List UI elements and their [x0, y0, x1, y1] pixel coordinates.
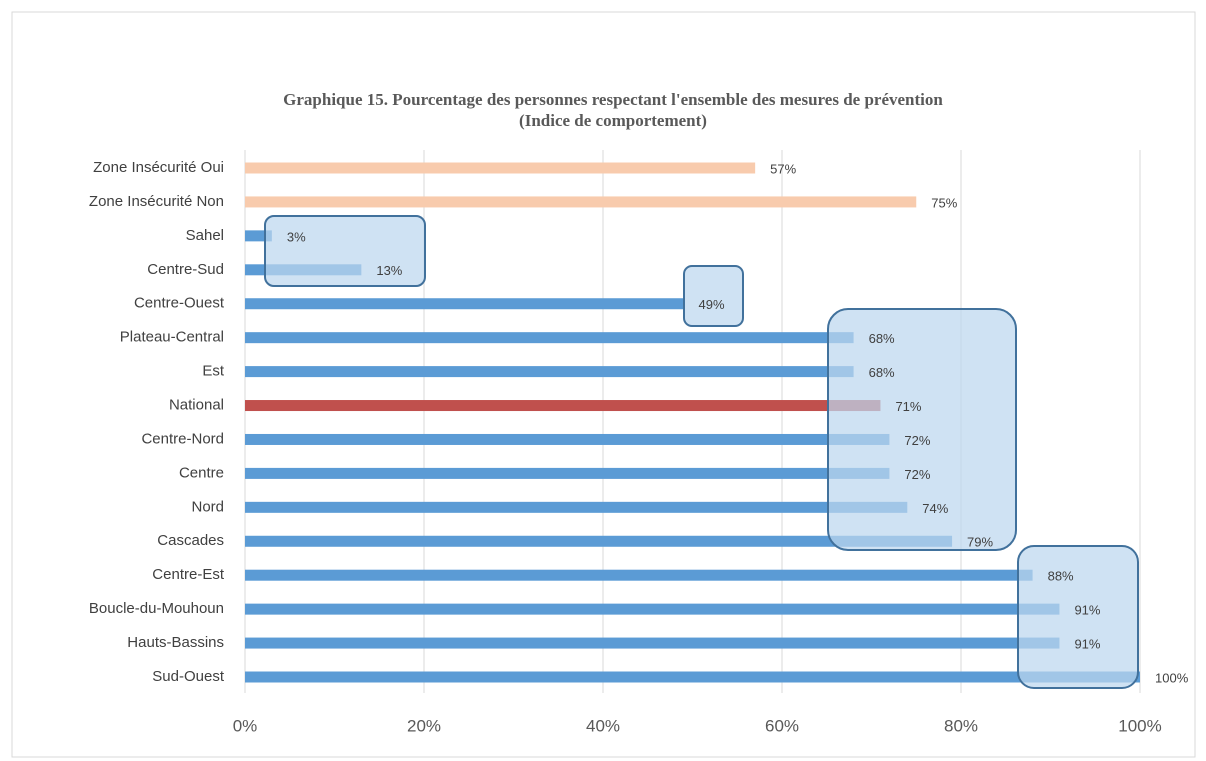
- value-label: 72%: [904, 433, 930, 448]
- value-label: 75%: [931, 195, 957, 210]
- y-tick-label: Centre-Nord: [141, 430, 224, 447]
- y-tick-label: Zone Insécurité Oui: [93, 159, 224, 176]
- bar: [245, 196, 917, 208]
- highlight-box: [827, 308, 1017, 551]
- y-tick-label: Hauts-Bassins: [127, 634, 224, 651]
- bar: [245, 298, 684, 310]
- x-tick-label: 100%: [1118, 716, 1161, 735]
- chart-title: Graphique 15. Pourcentage des personnes …: [283, 90, 943, 109]
- y-tick-label: Nord: [191, 498, 224, 515]
- value-label: 100%: [1155, 670, 1189, 685]
- y-tick-label: Plateau-Central: [120, 329, 224, 346]
- y-tick-label: Centre-Ouest: [134, 295, 225, 312]
- chart-subtitle: (Indice de comportement): [519, 111, 707, 130]
- y-tick-label: Sud-Ouest: [152, 668, 225, 685]
- x-tick-label: 80%: [944, 716, 978, 735]
- value-label: 68%: [869, 331, 895, 346]
- y-tick-label: Centre: [179, 464, 224, 481]
- value-label: 91%: [1074, 637, 1100, 652]
- value-label: 79%: [967, 535, 993, 550]
- bar: [245, 671, 1140, 683]
- y-tick-label: Centre-Sud: [147, 261, 224, 278]
- x-tick-label: 60%: [765, 716, 799, 735]
- bar: [245, 400, 881, 412]
- x-tick-label: 0%: [233, 716, 258, 735]
- y-tick-label: National: [169, 397, 224, 414]
- bar: [245, 332, 854, 344]
- highlights: [264, 215, 1139, 689]
- bars: [245, 162, 1140, 683]
- y-tick-label: Est: [202, 363, 225, 380]
- bar: [245, 535, 953, 547]
- value-label: 88%: [1048, 569, 1074, 584]
- y-tick-label: Sahel: [186, 227, 224, 244]
- bar: [245, 637, 1060, 649]
- value-label: 74%: [922, 501, 948, 516]
- y-tick-label: Boucle-du-Mouhoun: [89, 600, 224, 617]
- highlight-box: [264, 215, 426, 287]
- value-label: 49%: [699, 297, 725, 312]
- chart-frame: [11, 11, 1196, 758]
- y-tick-label: Cascades: [157, 532, 224, 549]
- value-label: 91%: [1074, 603, 1100, 618]
- bar: [245, 569, 1033, 581]
- value-label: 57%: [770, 161, 796, 176]
- value-label: 71%: [895, 399, 921, 414]
- value-label: 72%: [904, 467, 930, 482]
- bar: [245, 433, 890, 445]
- highlight-box: [1017, 545, 1139, 689]
- x-tick-label: 20%: [407, 716, 441, 735]
- value-label: 3%: [287, 229, 306, 244]
- bar: [245, 467, 890, 479]
- x-tick-label: 40%: [586, 716, 620, 735]
- labels: 0% 20% 40% 60% 80% 100% Zone Insécurité Oui 57%…: [89, 159, 1189, 736]
- y-tick-label: Zone Insécurité Non: [89, 193, 224, 210]
- bar: [245, 230, 272, 242]
- highlight-box: [683, 265, 744, 327]
- bar: [245, 366, 854, 378]
- bar: [245, 162, 756, 174]
- bar: [245, 603, 1060, 615]
- y-tick-label: Centre-Est: [152, 566, 225, 583]
- value-label: 68%: [869, 365, 895, 380]
- bar: [245, 501, 908, 513]
- value-label: 13%: [376, 263, 402, 278]
